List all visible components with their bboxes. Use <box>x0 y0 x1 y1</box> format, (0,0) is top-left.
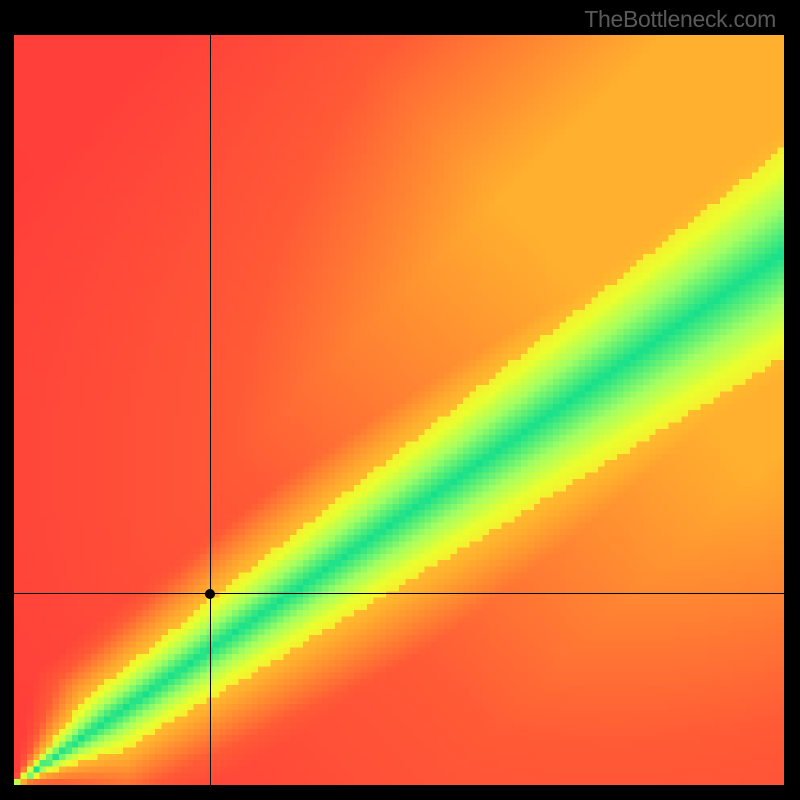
crosshair-vertical <box>210 35 211 785</box>
crosshair-marker <box>205 589 215 599</box>
attribution-watermark: TheBottleneck.com <box>584 6 776 33</box>
bottleneck-heatmap <box>14 35 784 785</box>
crosshair-horizontal <box>14 593 784 594</box>
chart-container: TheBottleneck.com <box>0 0 800 800</box>
